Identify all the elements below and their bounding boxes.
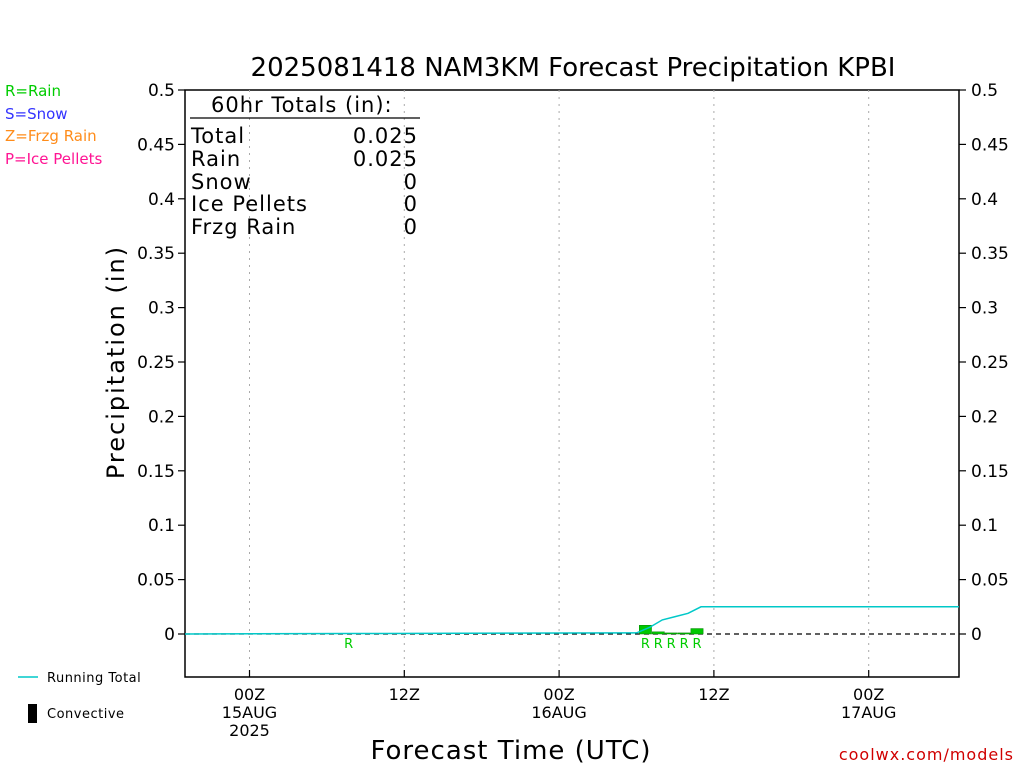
y-tick-label-right: 0.1: [971, 516, 998, 536]
y-tick-label: 0.2: [148, 407, 175, 427]
y-tick-label-right: 0.25: [971, 353, 1009, 373]
totals-label-frzg-rain: Frzg Rain: [191, 215, 296, 239]
precip-type-mark: R: [641, 637, 650, 652]
y-tick-label-right: 0.45: [971, 135, 1009, 155]
x-tick-label: 00Z: [853, 685, 884, 704]
convective-swatch: [28, 704, 37, 723]
precip-type-legend: R=Rain S=Snow Z=Frzg Rain P=Ice Pellets: [5, 82, 102, 168]
totals-label-rain: Rain: [191, 147, 241, 171]
y-tick-label-right: 0.05: [971, 571, 1009, 591]
y-tick-label: 0.1: [148, 516, 175, 536]
gridlines: [249, 90, 870, 677]
precip-type-mark: R: [667, 637, 676, 652]
x-tick-label: 17AUG: [841, 703, 896, 722]
y-tick-label-right: 0: [971, 625, 982, 645]
y-tick-label: 0.35: [137, 244, 175, 264]
x-tick-label: 00Z: [543, 685, 574, 704]
precip-bar: [690, 628, 704, 635]
running-total-legend-label: Running Total: [47, 671, 141, 686]
totals-value-ice-pellets: 0: [404, 192, 418, 216]
y-tick-label-right: 0.15: [971, 462, 1009, 482]
y-tick-label: 0.3: [148, 299, 175, 319]
totals-header: 60hr Totals (in):: [211, 93, 393, 117]
precip-bar: [651, 631, 665, 635]
x-tick-label: 12Z: [389, 685, 420, 704]
totals-box: 60hr Totals (in): Total 0.025 Rain 0.025…: [190, 93, 420, 239]
precip-bar: [677, 632, 691, 635]
totals-value-frzg-rain: 0: [404, 215, 418, 239]
line-legend: Running Total Convective: [18, 671, 141, 723]
x-tick-label: 16AUG: [531, 703, 586, 722]
precip-bar: [664, 632, 678, 635]
x-tick-label: 2025: [229, 721, 270, 740]
y-tick-label: 0: [164, 625, 175, 645]
y-axis-left: 0 0.05 0.1 0.15 0.2 0.25 0.3 0.35 0.4 0.45 0.5: [137, 81, 185, 645]
legend-snow: S=Snow: [5, 105, 68, 123]
chart-title: 2025081418 NAM3KM Forecast Precipitation…: [251, 53, 896, 83]
y-tick-label-right: 0.3: [971, 299, 998, 319]
y-tick-label: 0.25: [137, 353, 175, 373]
totals-value-total: 0.025: [353, 124, 418, 148]
x-tick-label: 15AUG: [222, 703, 277, 722]
y-axis-right: 0 0.05 0.1 0.15 0.2 0.25 0.3 0.35 0.4 0.45 0.5: [959, 81, 1009, 645]
y-tick-label-right: 0.5: [971, 81, 998, 101]
totals-label-total: Total: [190, 124, 245, 148]
y-tick-label: 0.4: [148, 190, 175, 210]
precip-type-mark: R: [680, 637, 689, 652]
y-tick-label: 0.5: [148, 81, 175, 101]
convective-legend-label: Convective: [47, 707, 125, 722]
totals-label-ice-pellets: Ice Pellets: [191, 192, 308, 216]
y-tick-label: 0.15: [137, 462, 175, 482]
precip-type-mark: R: [692, 637, 701, 652]
totals-value-rain: 0.025: [353, 147, 418, 171]
credit-text: coolwx.com/models: [839, 745, 1014, 764]
totals-value-snow: 0: [404, 170, 418, 194]
legend-rain: R=Rain: [5, 82, 61, 100]
precip-bars: [639, 625, 704, 635]
precip-type-mark: R: [654, 637, 663, 652]
running-total-line: [184, 606, 959, 635]
y-tick-label-right: 0.2: [971, 407, 998, 427]
y-axis-label: Precipitation (in): [102, 245, 130, 479]
x-tick-label: 12Z: [698, 685, 729, 704]
y-tick-label: 0.05: [137, 571, 175, 591]
legend-frzg-rain: Z=Frzg Rain: [5, 127, 97, 145]
legend-ice-pellets: P=Ice Pellets: [5, 150, 102, 168]
x-tick-label: 00Z: [234, 685, 265, 704]
precip-type-mark: R: [344, 637, 353, 652]
y-tick-label-right: 0.35: [971, 244, 1009, 264]
plot-frame: [184, 89, 960, 678]
totals-label-snow: Snow: [191, 170, 252, 194]
x-axis-label: Forecast Time (UTC): [370, 736, 651, 766]
y-tick-label: 0.45: [137, 135, 175, 155]
y-tick-label-right: 0.4: [971, 190, 998, 210]
